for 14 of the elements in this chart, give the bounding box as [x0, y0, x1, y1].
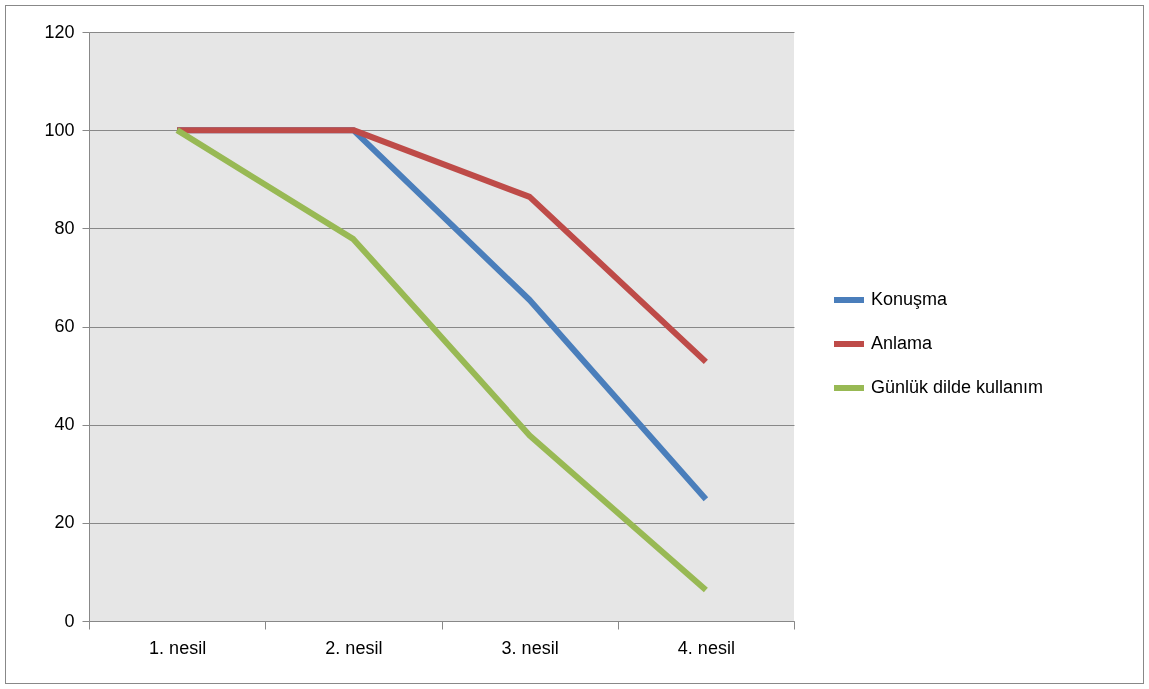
y-tick-label: 0	[64, 610, 75, 631]
x-tick-label: 2. nesil	[325, 637, 383, 658]
y-tick-label: 100	[44, 119, 75, 140]
x-tick-label: 3. nesil	[501, 637, 559, 658]
y-tick-label: 60	[54, 316, 75, 336]
x-tick-label: 4. nesil	[677, 637, 735, 658]
y-tick-label: 120	[44, 21, 75, 42]
legend-label: Günlük dilde kullanım	[871, 377, 1044, 397]
y-tick-label: 40	[54, 414, 75, 435]
legend-label: Konuşma	[871, 289, 949, 309]
legend-label: Anlama	[871, 333, 934, 353]
y-tick-label: 80	[54, 217, 75, 238]
x-tick-label: 1. nesil	[149, 637, 207, 658]
y-tick-label: 20	[54, 512, 75, 533]
